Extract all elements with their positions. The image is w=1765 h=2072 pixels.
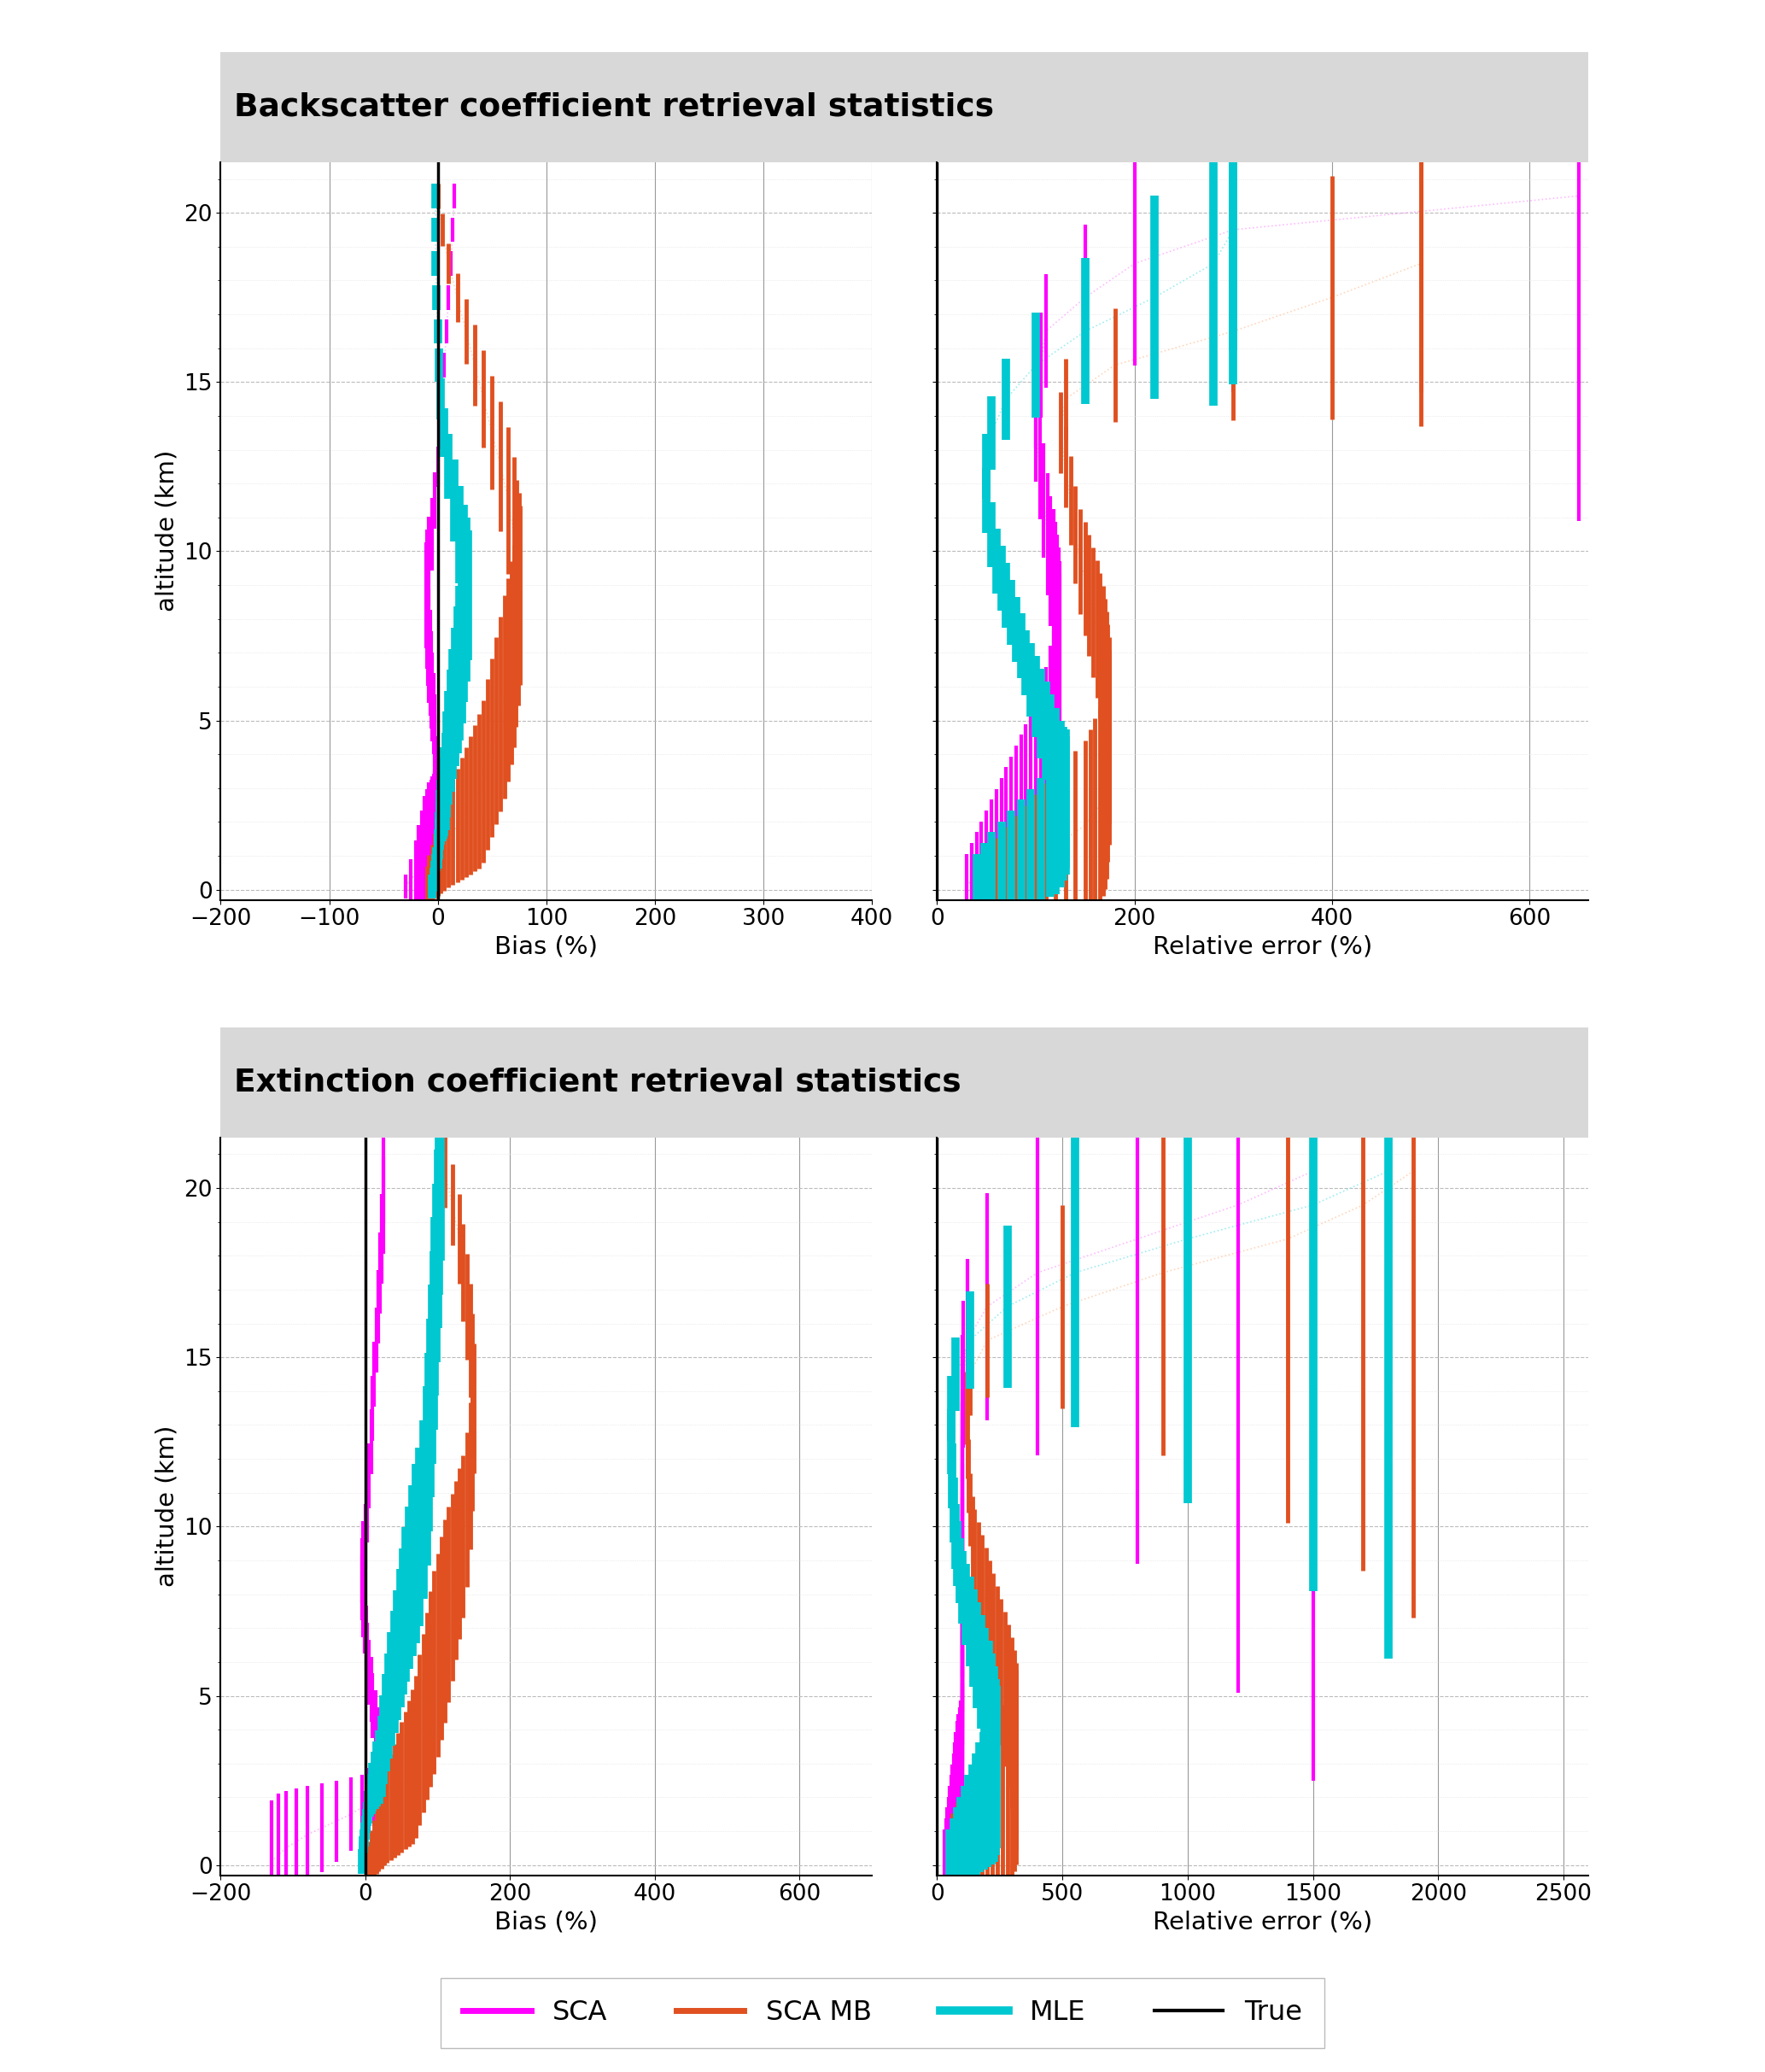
Y-axis label: altitude (km): altitude (km) [155,1426,178,1587]
X-axis label: Relative error (%): Relative error (%) [1153,1910,1373,1935]
X-axis label: Bias (%): Bias (%) [494,1910,598,1935]
X-axis label: Bias (%): Bias (%) [494,934,598,959]
X-axis label: Relative error (%): Relative error (%) [1153,934,1373,959]
Legend: SCA, SCA MB, MLE, True: SCA, SCA MB, MLE, True [441,1979,1324,2047]
Text: Backscatter coefficient retrieval statistics: Backscatter coefficient retrieval statis… [235,91,994,122]
Y-axis label: altitude (km): altitude (km) [155,450,178,611]
Text: Extinction coefficient retrieval statistics: Extinction coefficient retrieval statist… [235,1067,962,1098]
